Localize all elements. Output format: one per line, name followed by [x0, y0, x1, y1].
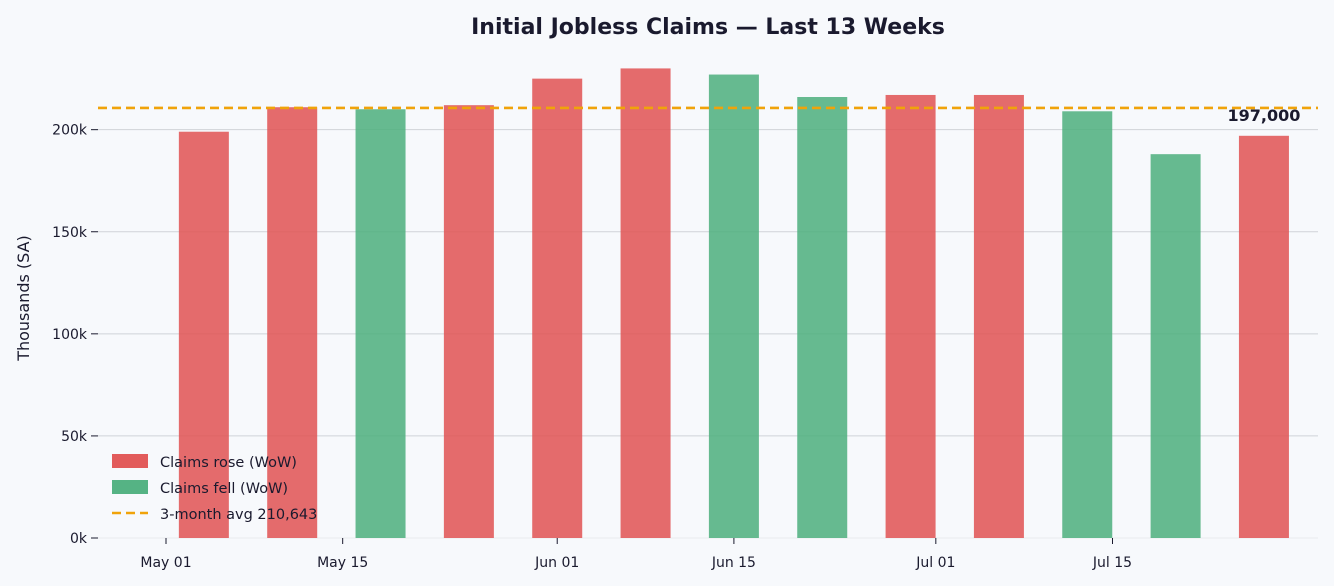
x-tick-label: Jun 15 [711, 555, 756, 571]
chart-title: Initial Jobless Claims — Last 13 Weeks [471, 15, 945, 40]
bar-week-6 [620, 68, 671, 539]
y-tick-label: 0k [70, 531, 88, 547]
bar-week-4 [443, 105, 494, 539]
y-tick-label: 200k [52, 123, 88, 139]
bar-week-11 [1062, 111, 1113, 539]
legend-label-fell: Claims fell (WoW) [160, 481, 288, 497]
bar-week-7 [708, 74, 759, 539]
y-tick-label: 50k [61, 429, 88, 445]
bar-week-10 [973, 94, 1024, 538]
bar-week-8 [797, 97, 848, 538]
legend-label-avg: 3-month avg 210,643 [160, 507, 317, 523]
y-tick-label: 150k [52, 225, 88, 241]
annotations: 197,000 [1228, 106, 1301, 125]
bar-week-1 [178, 131, 229, 539]
y-axis-label: Thousands (SA) [14, 235, 33, 362]
bar-week-13 [1238, 135, 1289, 538]
axes: 0k 50k 100k 150k 200k May 01 May 15 Jun 01 Jun 1… [52, 123, 1132, 571]
legend: Claims rose (WoW) Claims fell (WoW) 3-mont… [112, 454, 317, 523]
x-tick-label: Jul 01 [915, 555, 955, 571]
legend-swatch-rose [112, 454, 148, 468]
x-tick-label: May 15 [317, 555, 368, 571]
bar-week-2 [267, 107, 318, 538]
bar-week-12 [1150, 154, 1201, 538]
bar-week-3 [355, 109, 406, 538]
y-tick-label: 100k [52, 327, 88, 343]
last-value-annotation: 197,000 [1228, 106, 1301, 125]
x-tick-label: May 01 [140, 555, 191, 571]
bar-week-9 [885, 94, 936, 538]
x-tick-label: Jul 15 [1092, 555, 1132, 571]
x-tick-label: Jun 01 [534, 555, 579, 571]
bar-week-5 [532, 78, 583, 538]
legend-label-rose: Claims rose (WoW) [160, 455, 297, 471]
bars [178, 68, 1289, 539]
legend-swatch-fell [112, 480, 148, 494]
